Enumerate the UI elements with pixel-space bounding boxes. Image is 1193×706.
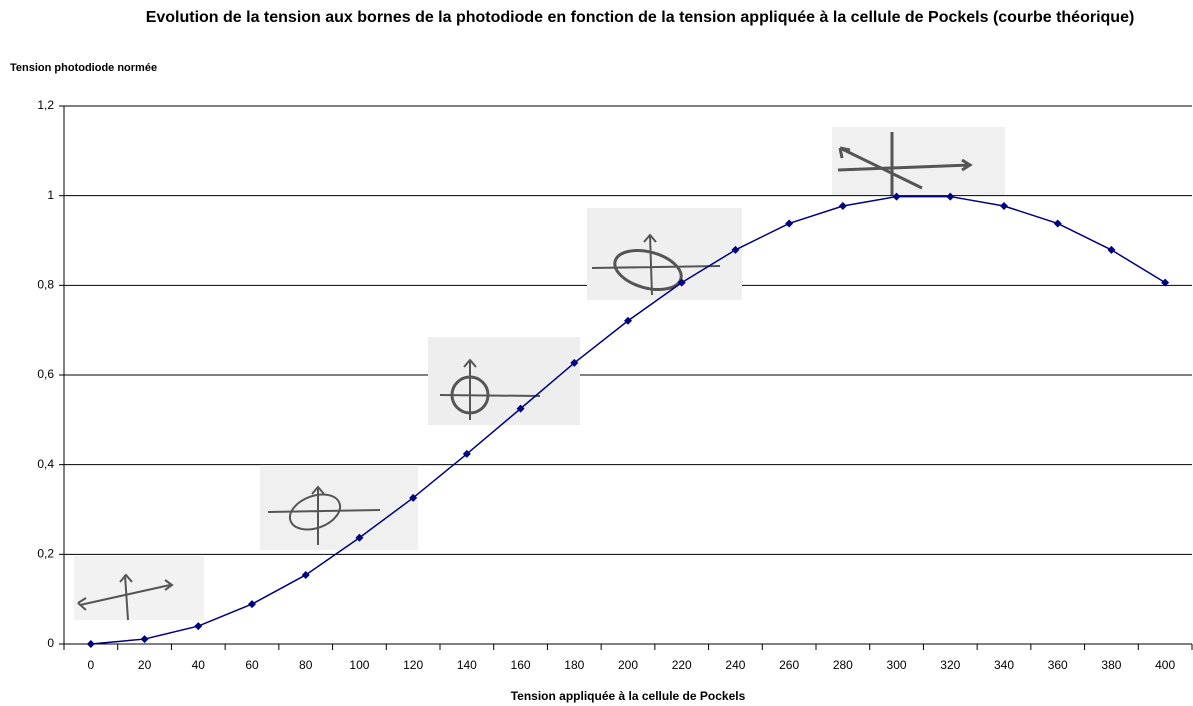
point	[785, 219, 793, 227]
x-tick-label: 140	[457, 658, 477, 672]
y-tick-label: 1,2	[37, 98, 54, 112]
y-tick-label: 0,4	[37, 457, 54, 471]
sketch	[428, 337, 580, 425]
y-tick-label: 0,8	[37, 278, 54, 292]
polarization-sketches	[74, 127, 1005, 620]
x-tick-label: 240	[725, 658, 745, 672]
y-axis-title: Tension photodiode normée	[10, 62, 157, 74]
x-tick-label: 340	[994, 658, 1014, 672]
point	[194, 622, 202, 630]
point	[839, 202, 847, 210]
y-tick-label: 0,2	[37, 547, 54, 561]
x-tick-label: 200	[618, 658, 638, 672]
sketch	[74, 556, 204, 620]
point	[248, 600, 256, 608]
point	[1000, 202, 1008, 210]
x-tick-label: 280	[833, 658, 853, 672]
sketch	[260, 465, 418, 550]
y-tick-label: 0,6	[37, 367, 54, 381]
page: Evolution de la tension aux bornes de la…	[0, 0, 1193, 706]
y-tick-label: 0	[47, 636, 54, 650]
x-tick-label: 40	[192, 658, 206, 672]
point	[141, 635, 149, 643]
x-tick-label: 180	[564, 658, 584, 672]
x-tick-label: 300	[887, 658, 907, 672]
x-tick-label: 20	[138, 658, 152, 672]
x-tick-label: 80	[299, 658, 313, 672]
x-tick-label: 60	[245, 658, 259, 672]
x-tick-label: 100	[349, 658, 369, 672]
point	[1054, 219, 1062, 227]
x-tick-label: 220	[672, 658, 692, 672]
sketch	[832, 127, 1005, 195]
x-tick-label: 160	[511, 658, 531, 672]
x-tick-label: 400	[1155, 658, 1175, 672]
chart: Tension photodiode normée Tension appliq…	[0, 0, 1193, 706]
sketch	[587, 208, 742, 300]
x-tick-label: 260	[779, 658, 799, 672]
point	[1107, 246, 1115, 254]
y-tick-label: 1	[47, 188, 54, 202]
x-tick-label: 360	[1048, 658, 1068, 672]
x-tick-label: 120	[403, 658, 423, 672]
grid: 0 0,2 0,4 0,6 0,8 1 1,2 0 20 40 60 80 100 120 140 160 18…	[37, 98, 1192, 672]
x-tick-label: 380	[1101, 658, 1121, 672]
x-tick-label: 0	[88, 658, 95, 672]
x-axis-title: Tension appliquée à la cellule de Pockel…	[511, 689, 746, 703]
point	[87, 640, 95, 648]
x-tick-label: 320	[940, 658, 960, 672]
